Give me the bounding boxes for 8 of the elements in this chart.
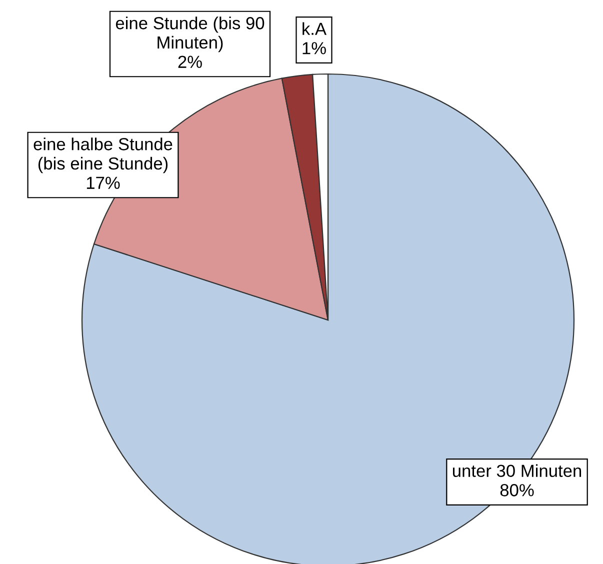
data-label: 1%: [302, 42, 326, 54]
data-label: 80%: [500, 484, 534, 496]
slice-label: unter 30 Minuten: [452, 464, 582, 477]
slice-label: eine halbe Stunde (bis eine Stunde): [34, 138, 172, 174]
slice-label: eine Stunde (bis 90 Minuten): [116, 16, 264, 52]
data-label: 2%: [178, 56, 202, 68]
data-label: 17%: [86, 176, 120, 189]
slice-label: k.A: [302, 22, 327, 35]
